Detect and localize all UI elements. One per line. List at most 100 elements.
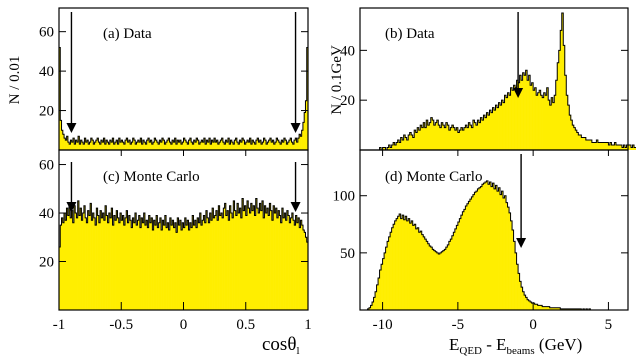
histogram-bar (195, 227, 198, 310)
histogram-bar (405, 216, 407, 310)
histogram-bar (614, 142, 617, 150)
histogram-bar (457, 222, 460, 310)
histogram-bar (406, 140, 409, 150)
histogram-bar (628, 145, 630, 150)
histogram-bar (278, 210, 280, 310)
histogram-bar (286, 210, 289, 310)
histogram-bar (618, 145, 621, 150)
histogram-bar (558, 50, 561, 150)
histogram-bar (112, 225, 115, 310)
histogram-bar (76, 142, 79, 150)
histogram-bar (549, 105, 552, 150)
histogram-bar (415, 228, 418, 310)
histogram-bar (224, 144, 226, 150)
y-axis-label-left: N / 0.01 (7, 56, 23, 105)
histogram-bar (225, 215, 228, 310)
histogram-bar (378, 278, 380, 310)
panel-d-histogram (367, 180, 624, 311)
histogram-bar (90, 203, 92, 310)
histogram-bar (444, 249, 447, 310)
histogram-bar (290, 217, 293, 310)
histogram-bar (85, 142, 88, 150)
histogram-bar (101, 217, 103, 310)
histogram-bar (472, 194, 475, 310)
panel-d-cut-arrows (516, 154, 527, 248)
histogram-bar (484, 182, 487, 310)
histogram-bar (300, 220, 303, 310)
histogram-bar (372, 302, 374, 310)
histogram-bar (247, 140, 249, 150)
histogram-bar (489, 110, 492, 150)
histogram-bar (138, 215, 141, 310)
histogram-bar (171, 225, 173, 310)
histogram-bar (146, 220, 148, 310)
histogram-bar (241, 138, 244, 150)
histogram-bar (409, 132, 412, 150)
histogram-bar (283, 217, 285, 310)
histogram-bar (128, 215, 131, 310)
histogram-bar (169, 142, 172, 150)
histogram-bar (469, 199, 472, 310)
histogram-bar (384, 147, 386, 150)
histogram-bar (433, 250, 436, 310)
histogram-bar (623, 145, 626, 150)
histogram-bar (421, 234, 424, 310)
histogram-bar (299, 134, 301, 150)
histogram-bar (283, 138, 286, 150)
histogram-bar (166, 227, 168, 310)
histogram-bar (255, 198, 258, 310)
histogram-bar (593, 142, 596, 150)
histogram-bar (415, 132, 418, 150)
histogram-bar (396, 142, 398, 150)
panel-b-title: (b) Data (385, 26, 435, 42)
histogram-bar (111, 208, 113, 310)
histogram-bar (533, 90, 535, 150)
cut-arrow (66, 12, 77, 133)
x-axis-label-right-sub-qed: QED (459, 345, 482, 356)
histogram-bar (376, 284, 379, 310)
histogram-bar (303, 230, 305, 310)
histogram-bar (581, 137, 584, 150)
histogram-bar (219, 142, 221, 150)
histogram-bar (60, 225, 62, 310)
histogram-bar (239, 208, 242, 310)
histogram-bar (447, 244, 450, 310)
histogram-bar (555, 307, 558, 310)
histogram-bar (278, 142, 281, 150)
histogram-bar (573, 127, 576, 150)
panel-b-bars (379, 12, 636, 151)
histogram-bar (490, 186, 493, 310)
histogram-bar (75, 140, 78, 150)
histogram-bar (192, 144, 194, 150)
histogram-bar (472, 120, 475, 150)
histogram-bar (137, 140, 140, 150)
histogram-bar (597, 142, 600, 150)
histogram-bar (248, 208, 250, 310)
histogram-bar (243, 140, 245, 150)
histogram-bar (148, 215, 151, 310)
panel-a-bars (59, 47, 309, 150)
histogram-bar (232, 217, 234, 310)
histogram-bar (213, 138, 216, 150)
histogram-bar (486, 180, 489, 310)
histogram-bar (518, 82, 520, 150)
histogram-bar (115, 220, 117, 310)
histogram-bar (92, 213, 95, 310)
histogram-bar (145, 144, 147, 150)
histogram-bar (426, 120, 429, 150)
histogram-bar (454, 228, 457, 310)
histogram-bar (441, 122, 444, 150)
histogram-bar (396, 218, 398, 310)
histogram-bar (427, 125, 430, 150)
histogram-bar (483, 115, 486, 150)
histogram-bar (228, 220, 230, 310)
histogram-bar (234, 140, 236, 150)
histogram-bar (596, 140, 599, 150)
histogram-bar (587, 140, 590, 150)
histogram-bar (480, 117, 483, 150)
histogram-bar (97, 138, 99, 150)
histogram-bar (509, 212, 511, 310)
histogram-bar (497, 191, 499, 310)
histogram-bar (190, 227, 193, 310)
